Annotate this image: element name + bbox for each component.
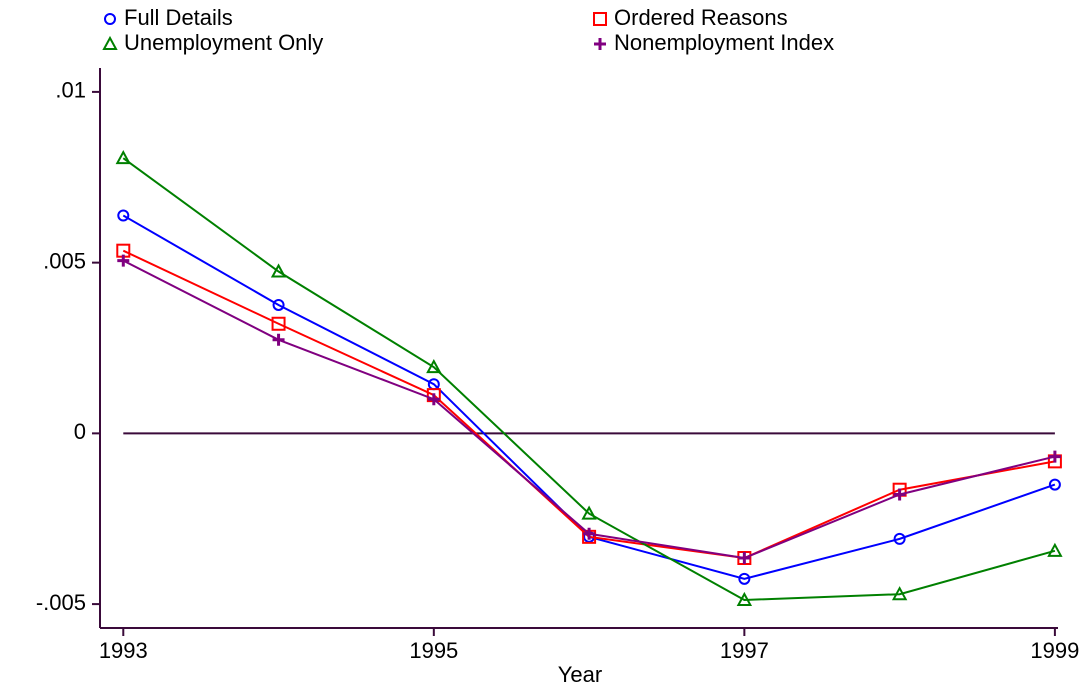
marker [427, 393, 440, 406]
marker [1048, 450, 1061, 463]
y-tick-label: .005 [43, 248, 86, 273]
x-tick-label: 1995 [409, 638, 458, 663]
legend-label: Full Details [124, 5, 233, 30]
y-tick-label: 0 [74, 419, 86, 444]
series-line [122, 157, 1056, 602]
marker [1047, 542, 1063, 557]
legend-label: Nonemployment Index [614, 30, 834, 55]
marker [271, 316, 286, 331]
marker [272, 333, 285, 346]
x-axis-label: Year [558, 662, 602, 687]
marker [583, 527, 596, 540]
marker [270, 263, 287, 278]
marker [581, 505, 597, 520]
marker [891, 586, 908, 601]
legend-marker [594, 38, 606, 50]
x-tick-label: 1997 [720, 638, 769, 663]
legend-marker [593, 12, 607, 26]
marker [738, 572, 751, 585]
marker [115, 150, 131, 165]
x-tick-label: 1999 [1030, 638, 1079, 663]
series-line [122, 214, 1056, 580]
y-tick-label: .01 [55, 78, 86, 103]
marker [893, 532, 906, 545]
marker [426, 359, 442, 374]
legend-marker [104, 13, 116, 25]
marker [736, 591, 753, 606]
marker [117, 209, 130, 222]
marker [272, 298, 285, 311]
x-tick-label: 1993 [99, 638, 148, 663]
marker [1048, 478, 1061, 491]
marker [893, 488, 906, 501]
marker [117, 254, 130, 267]
y-tick-label: -.005 [36, 590, 86, 615]
legend-marker [102, 35, 118, 50]
marker [738, 552, 751, 564]
legend-label: Ordered Reasons [614, 5, 788, 30]
legend-label: Unemployment Only [124, 30, 323, 55]
